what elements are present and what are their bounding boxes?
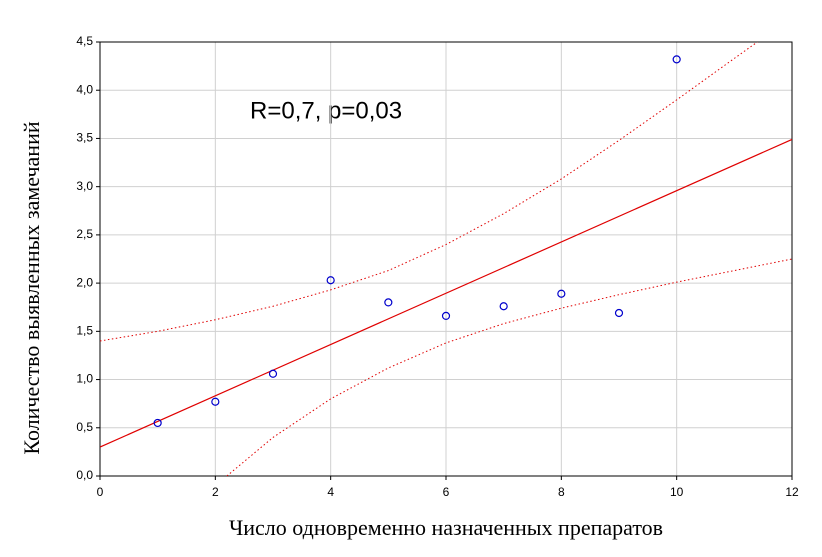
x-axis-label: Число одновременно назначенных препарато… (229, 515, 663, 540)
annotation: R=0,7, p=0,03 (250, 97, 402, 124)
x-tick-label: 8 (558, 485, 565, 499)
y-tick-label: 1,0 (76, 372, 93, 386)
x-tick-label: 2 (212, 485, 219, 499)
data-point (153, 418, 162, 428)
confidence-band (226, 258, 792, 476)
y-tick-label: 2,5 (76, 227, 93, 241)
x-tick-label: 6 (443, 485, 450, 499)
x-tick-label: 12 (785, 485, 799, 499)
data-point (557, 289, 566, 298)
y-tick-label: 1,5 (76, 324, 93, 338)
y-tick-label: 4,5 (76, 34, 93, 48)
x-tick-label: 0 (97, 485, 104, 499)
data-point (441, 311, 451, 321)
x-tick-label: 4 (327, 485, 334, 499)
data-point (326, 276, 335, 285)
y-tick-label: 2,0 (76, 275, 93, 289)
y-tick-label: 0,5 (76, 420, 93, 434)
y-tick-label: 3,5 (76, 131, 93, 145)
data-point (384, 298, 393, 307)
y-tick-label: 3,0 (76, 179, 93, 193)
y-tick-label: 4,0 (76, 82, 93, 96)
x-tick-label: 10 (670, 485, 684, 499)
plot-border (99, 41, 793, 477)
y-axis-label: Количество выявленных замечаний (19, 121, 44, 454)
confidence-band (100, 42, 758, 342)
data-point (672, 55, 681, 64)
y-tick-label: 0,0 (76, 468, 93, 482)
data-point (499, 302, 508, 311)
data-point (614, 308, 624, 318)
data-point (268, 369, 278, 378)
regression-line (100, 138, 792, 448)
data-point (211, 397, 220, 406)
